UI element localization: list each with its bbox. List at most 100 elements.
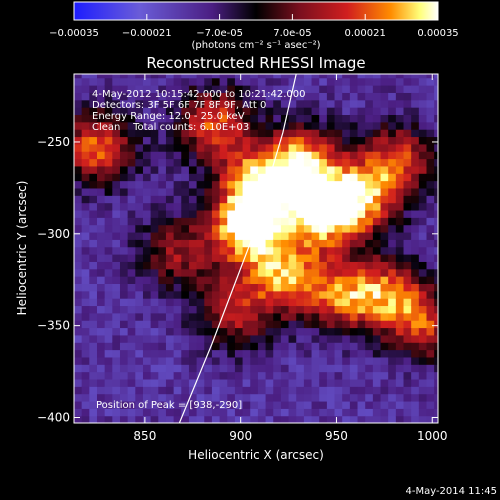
heatmap-cell xyxy=(280,364,290,373)
heatmap-cell xyxy=(181,180,190,189)
heatmap-cell xyxy=(265,217,274,226)
heatmap-cell xyxy=(349,107,359,116)
heatmap-cell xyxy=(204,268,213,277)
heatmap-cell xyxy=(173,312,182,321)
heatmap-cell xyxy=(158,276,167,284)
heatmap-cell xyxy=(403,180,412,189)
heatmap-cell xyxy=(150,378,159,387)
heatmap-cell xyxy=(173,209,182,218)
heatmap-cell xyxy=(89,129,98,138)
heatmap-cell xyxy=(204,129,213,138)
heatmap-cell xyxy=(89,378,98,387)
heatmap-cell xyxy=(265,209,274,218)
heatmap-cell xyxy=(280,371,290,380)
heatmap-cell xyxy=(250,276,259,284)
heatmap-cell xyxy=(196,349,205,358)
heatmap-cell xyxy=(426,77,435,86)
heatmap-cell xyxy=(395,312,405,321)
heatmap-cell xyxy=(434,290,438,299)
heatmap-cell xyxy=(173,143,182,152)
heatmap-cell xyxy=(165,202,175,211)
heatmap-cell xyxy=(227,202,236,211)
heatmap-cell xyxy=(411,261,420,270)
heatmap-cell xyxy=(388,268,397,277)
heatmap-cell xyxy=(326,231,336,240)
heatmap-cell xyxy=(388,158,397,167)
heatmap-cell xyxy=(150,386,159,395)
heatmap-cell xyxy=(188,99,198,108)
heatmap-cell xyxy=(357,356,366,365)
heatmap-cell xyxy=(388,195,397,204)
heatmap-cell xyxy=(188,92,198,101)
heatmap-cell xyxy=(288,129,297,138)
heatmap-cell xyxy=(334,202,343,211)
heatmap-cell xyxy=(342,400,351,409)
heatmap-cell xyxy=(81,151,90,160)
heatmap-cell xyxy=(303,224,313,233)
heatmap-cell xyxy=(342,92,351,101)
heatmap-cell xyxy=(74,415,83,423)
heatmap-cell xyxy=(311,276,320,284)
heatmap-cell xyxy=(334,173,343,182)
heatmap-cell xyxy=(349,386,359,395)
heatmap-cell xyxy=(411,378,420,387)
heatmap-cell xyxy=(196,217,205,226)
heatmap-cell xyxy=(127,371,136,380)
heatmap-cell xyxy=(288,202,297,211)
heatmap-cell xyxy=(319,356,328,365)
heatmap-cell xyxy=(219,151,228,160)
heatmap-cell xyxy=(227,408,236,417)
heatmap-cell xyxy=(326,327,336,336)
heatmap-cell xyxy=(112,342,121,351)
heatmap-cell xyxy=(196,187,205,196)
heatmap-cell xyxy=(334,276,343,284)
heatmap-cell xyxy=(434,224,438,233)
heatmap-cell xyxy=(165,85,175,93)
heatmap-cell xyxy=(411,224,420,233)
heatmap-cell xyxy=(204,224,213,233)
heatmap-cell xyxy=(273,327,282,336)
heatmap-cell xyxy=(319,400,328,409)
heatmap-cell xyxy=(119,408,129,417)
heatmap-cell xyxy=(426,342,435,351)
heatmap-cell xyxy=(142,246,152,255)
heatmap-cell xyxy=(196,209,205,218)
heatmap-cell xyxy=(273,393,282,402)
heatmap-cell xyxy=(173,187,182,196)
heatmap-cell xyxy=(227,320,236,329)
heatmap-cell xyxy=(296,143,305,152)
heatmap-cell xyxy=(127,342,136,351)
heatmap-cell xyxy=(158,195,167,204)
heatmap-cell xyxy=(227,92,236,101)
heatmap-cell xyxy=(303,187,313,196)
heatmap-cell xyxy=(388,415,397,423)
heatmap-cell xyxy=(434,173,438,182)
heatmap-cell xyxy=(181,202,190,211)
heatmap-cell xyxy=(357,121,366,130)
heatmap-cell xyxy=(434,239,438,248)
heatmap-cell xyxy=(89,209,98,218)
heatmap-cell xyxy=(280,246,290,255)
heatmap-cell xyxy=(142,121,152,130)
y-tick-label: −350 xyxy=(37,319,70,333)
heatmap-cell xyxy=(188,74,198,79)
heatmap-cell xyxy=(204,136,213,145)
heatmap-cell xyxy=(357,209,366,218)
heatmap-cell xyxy=(142,202,152,211)
heatmap-cell xyxy=(296,408,305,417)
heatmap-cell xyxy=(135,231,144,240)
heatmap-cell xyxy=(234,224,244,233)
heatmap-cell xyxy=(303,386,313,395)
heatmap-cell xyxy=(227,85,236,93)
heatmap-cell xyxy=(219,254,228,262)
heatmap-cell xyxy=(135,290,144,299)
heatmap-cell xyxy=(81,327,90,336)
heatmap-cell xyxy=(257,246,267,255)
heatmap-cell xyxy=(273,231,282,240)
plot-frame xyxy=(73,73,439,424)
heatmap-cell xyxy=(395,349,405,358)
heatmap-cell xyxy=(372,136,382,145)
heatmap-cell xyxy=(89,364,98,373)
heatmap-cell xyxy=(181,334,190,343)
heatmap-cell xyxy=(81,283,90,292)
